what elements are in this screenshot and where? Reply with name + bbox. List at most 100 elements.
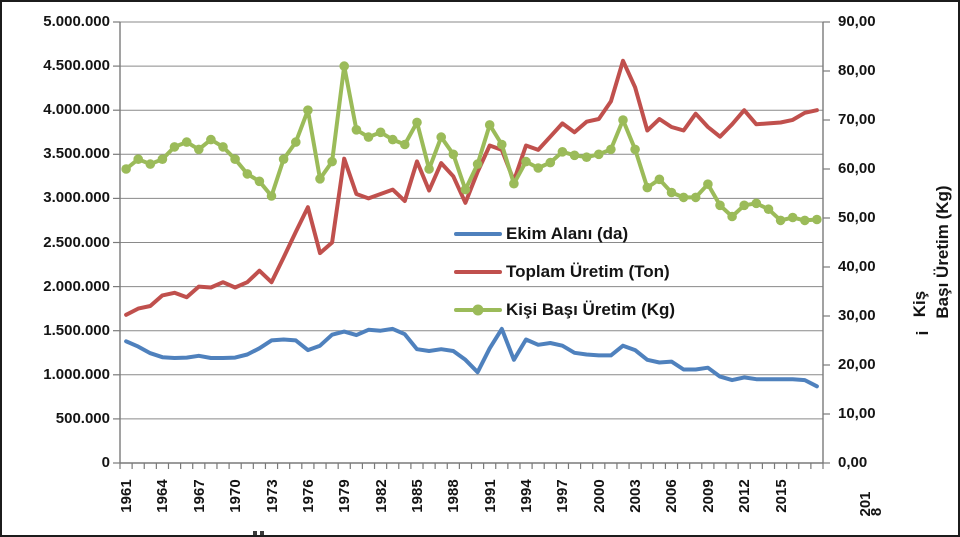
- x-axis-tick-label: 2000: [590, 479, 608, 513]
- series-marker: [533, 163, 543, 173]
- series-marker: [642, 182, 653, 193]
- right-axis-tick-label: 50,00: [838, 209, 876, 226]
- cropped-text-artifact: [253, 531, 257, 535]
- legend-line-swatch-green: [454, 304, 502, 316]
- series-marker: [363, 132, 374, 142]
- gridlines: [120, 21, 823, 464]
- left-axis-tick-label: 500.000: [55, 409, 110, 427]
- legend-label: Ekim Alanı (da): [506, 224, 629, 243]
- x-axis-tick-label: 1964: [154, 479, 172, 513]
- right-axis-title-line2: i: [913, 330, 932, 336]
- series-marker: [351, 125, 362, 135]
- left-axis-tick-label: 4.000.000: [43, 101, 110, 119]
- series-marker: [181, 137, 192, 147]
- legend-label: Toplam Üretim (Ton): [506, 262, 670, 281]
- right-axis-tick-label: 40,00: [838, 258, 876, 275]
- left-axis-tick-label: 5.000.000: [43, 13, 110, 30]
- series-marker: [472, 159, 483, 169]
- series-marker: [630, 144, 640, 155]
- series-marker: [545, 157, 556, 168]
- x-axis-tick-label: 2012: [736, 479, 754, 513]
- legend-item-kisi-basi-uretim: Kişi Başı Üretim (Kg): [454, 291, 675, 329]
- legend-line-swatch-red: [454, 270, 502, 274]
- right-axis-tick-label: 10,00: [838, 405, 876, 422]
- series-marker: [218, 142, 228, 152]
- series-marker: [763, 204, 774, 214]
- series-marker: [484, 120, 495, 130]
- x-axis-tick-label: 2003: [627, 479, 645, 513]
- series-marker: [315, 174, 325, 184]
- series-marker: [266, 191, 277, 201]
- legend-label: Kişi Başı Üretim (Kg): [506, 300, 676, 319]
- x-axis-tick-label: 1973: [263, 479, 281, 513]
- right-axis-tick-label: 20,00: [838, 356, 876, 373]
- series-marker: [787, 212, 798, 223]
- series-marker: [666, 187, 677, 198]
- right-axis-tick-label: 0,00: [838, 454, 868, 471]
- series-marker: [606, 144, 616, 155]
- series-marker: [400, 139, 410, 150]
- x-axis-tick-label: 1982: [372, 479, 390, 513]
- series-marker: [375, 127, 386, 138]
- x-axis-tick-label: 1979: [336, 479, 354, 513]
- x-axis-far-label-line2: 8: [868, 507, 885, 517]
- series-line-0: [124, 326, 819, 389]
- series-marker: [206, 134, 216, 145]
- left-axis-tick-label: 4.500.000: [43, 57, 110, 75]
- series-marker: [715, 200, 725, 211]
- series-marker: [254, 176, 265, 187]
- series-line-1: [124, 58, 819, 317]
- x-axis-tick-label: 1970: [227, 479, 245, 513]
- legend-line-swatch-blue: [454, 232, 502, 236]
- series-marker: [727, 211, 737, 222]
- right-axis-tick-label: 90,00: [838, 13, 876, 30]
- left-axis-tick-label: 1.000.000: [43, 365, 110, 383]
- x-axis-tick-label: 1994: [518, 479, 536, 513]
- series-marker: [230, 154, 240, 164]
- series-marker: [594, 149, 604, 160]
- right-axis-title-line3: Başı Üretim (Kg): [933, 185, 952, 319]
- right-axis-tick-label: 30,00: [838, 307, 876, 324]
- series-marker: [424, 164, 434, 174]
- series-marker: [569, 150, 580, 161]
- right-axis-tick-label: 70,00: [838, 111, 876, 128]
- axis-lines-and-ticks: [113, 21, 830, 469]
- series-marker: [497, 139, 507, 150]
- series-marker: [690, 192, 701, 203]
- series-marker: [387, 134, 398, 145]
- series-marker: [278, 154, 289, 164]
- left-axis-tick-label: 1.500.000: [43, 321, 110, 339]
- series-marker: [133, 154, 143, 164]
- left-axis-tick-label: 2.000.000: [43, 277, 110, 295]
- series-marker: [145, 159, 156, 169]
- legend: Ekim Alanı (da) Toplam Üretim (Ton) Kişi…: [454, 215, 675, 329]
- series-marker: [121, 164, 131, 174]
- series-marker: [703, 179, 713, 189]
- series-marker: [509, 178, 519, 189]
- series-marker: [436, 132, 447, 142]
- series-marker: [169, 142, 180, 152]
- left-axis-tick-label: 0: [101, 454, 110, 471]
- right-axis-tick-label: 80,00: [838, 62, 876, 79]
- x-axis-tick-label: 1967: [190, 479, 208, 513]
- x-axis-tick-label: 1991: [481, 479, 499, 513]
- data-series: [121, 58, 822, 389]
- legend-item-toplam-uretim: Toplam Üretim (Ton): [454, 253, 675, 291]
- series-marker: [581, 152, 592, 162]
- series-marker: [303, 105, 313, 115]
- right-axis-tick-label: 60,00: [838, 160, 876, 177]
- series-marker: [412, 117, 422, 128]
- series-marker: [739, 200, 749, 211]
- series-marker: [194, 144, 204, 155]
- series-marker: [557, 147, 568, 157]
- series-marker: [812, 214, 822, 225]
- series-marker: [618, 115, 628, 125]
- legend-marker-dot: [472, 304, 484, 316]
- x-axis-tick-label: 1976: [299, 479, 317, 513]
- left-axis-tick-label: 3.500.000: [43, 145, 110, 163]
- series-marker: [460, 184, 471, 195]
- series-marker: [242, 169, 253, 179]
- series-marker: [800, 215, 810, 226]
